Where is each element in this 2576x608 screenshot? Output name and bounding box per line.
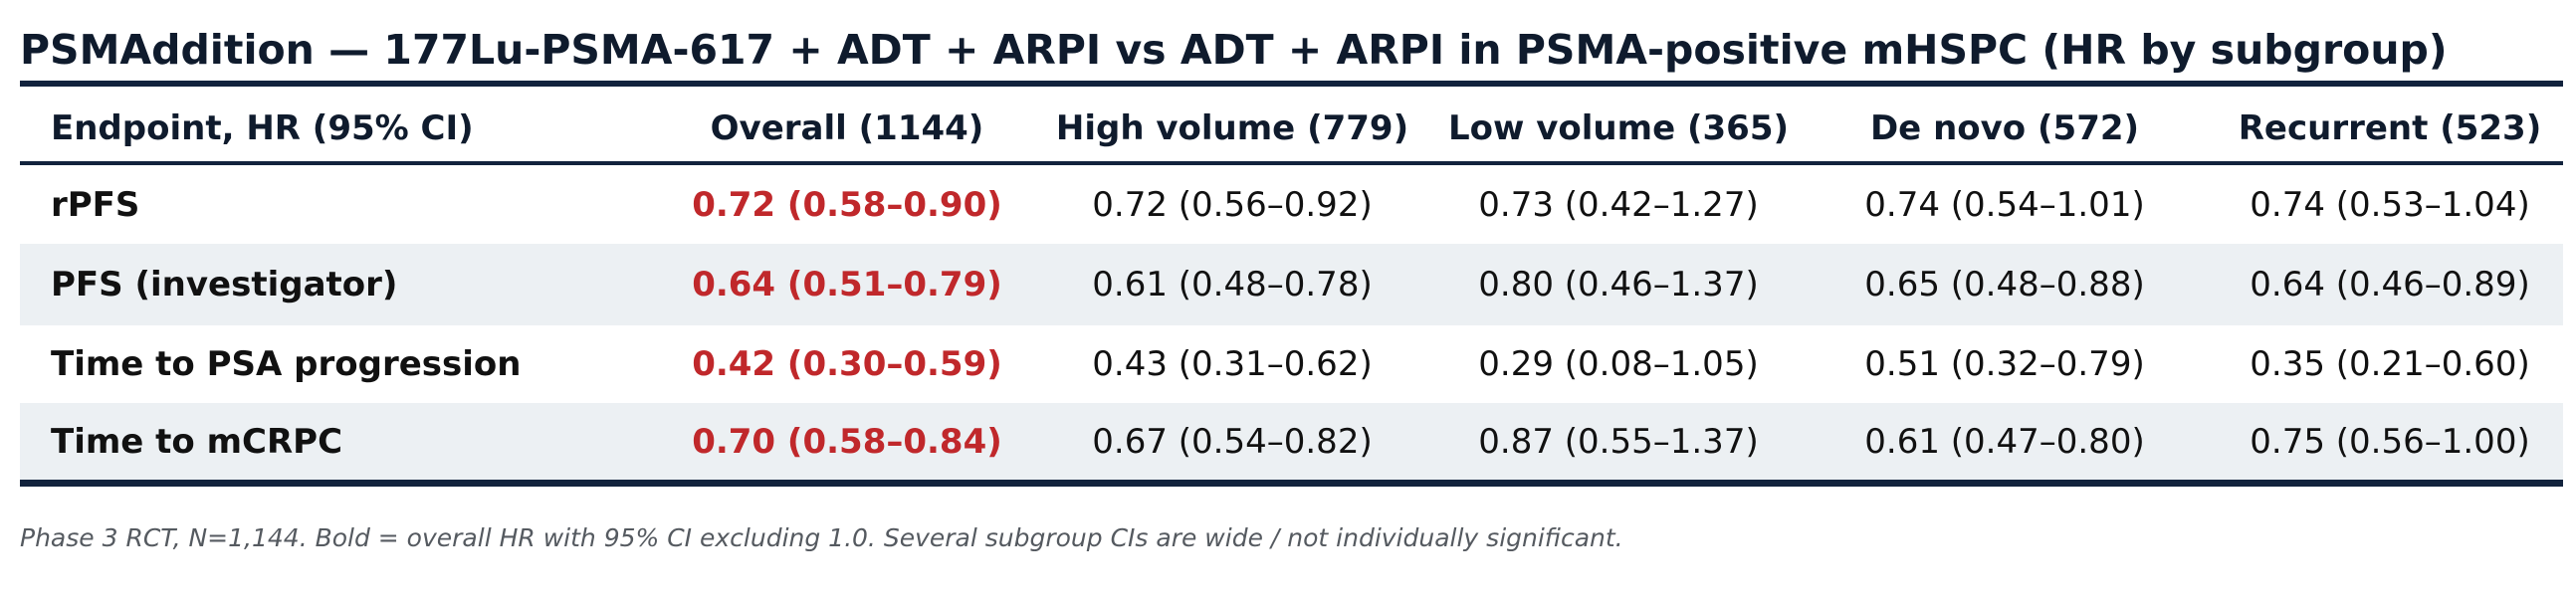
table-row: PFS (investigator) 0.64 (0.51–0.79) 0.61…: [20, 244, 2563, 325]
high-volume-hr-cell: 0.61 (0.48–0.78): [1092, 265, 1373, 304]
overall-hr-cell: 0.42 (0.30–0.59): [692, 344, 1002, 384]
column-header-recurrent: Recurrent (523): [2238, 108, 2542, 148]
de-novo-hr-cell: 0.51 (0.32–0.79): [1864, 344, 2145, 384]
header-row: Endpoint, HR (95% CI) Overall (1144) Hig…: [20, 98, 2563, 159]
column-header-endpoint: Endpoint, HR (95% CI): [51, 108, 474, 148]
row-band: [20, 403, 2563, 480]
de-novo-hr-cell: 0.65 (0.48–0.88): [1864, 265, 2145, 304]
row-band: [20, 244, 2563, 325]
row-endpoint: Time to PSA progression: [51, 344, 522, 384]
recurrent-hr-cell: 0.75 (0.56–1.00): [2250, 421, 2530, 462]
recurrent-hr-cell: 0.64 (0.46–0.89): [2250, 265, 2530, 304]
table-row: Time to mCRPC 0.70 (0.58–0.84) 0.67 (0.5…: [20, 403, 2563, 480]
high-volume-hr-cell: 0.72 (0.56–0.92): [1092, 184, 1373, 225]
top-rule: [20, 81, 2563, 87]
bottom-rule: [20, 480, 2563, 487]
column-header-overall: Overall (1144): [710, 108, 984, 148]
column-header-high-volume: High volume (779): [1055, 108, 1409, 148]
de-novo-hr-cell: 0.61 (0.47–0.80): [1864, 421, 2145, 462]
column-header-de-novo: De novo (572): [1869, 108, 2140, 148]
table-row: Time to PSA progression 0.42 (0.30–0.59)…: [20, 325, 2563, 403]
row-endpoint: PFS (investigator): [51, 265, 398, 304]
recurrent-hr-cell: 0.74 (0.53–1.04): [2250, 184, 2530, 225]
low-volume-hr-cell: 0.29 (0.08–1.05): [1478, 344, 1759, 384]
high-volume-hr-cell: 0.67 (0.54–0.82): [1092, 421, 1373, 462]
low-volume-hr-cell: 0.80 (0.46–1.37): [1478, 265, 1759, 304]
row-endpoint: rPFS: [51, 184, 140, 225]
table-title: PSMAddition — 177Lu-PSMA-617 + ADT + ARP…: [20, 26, 2448, 74]
column-header-low-volume: Low volume (365): [1447, 108, 1790, 148]
footnote: Phase 3 RCT, N=1,144. Bold = overall HR …: [20, 523, 1623, 552]
recurrent-hr-cell: 0.35 (0.21–0.60): [2250, 344, 2530, 384]
low-volume-hr-cell: 0.73 (0.42–1.27): [1478, 184, 1759, 225]
high-volume-hr-cell: 0.43 (0.31–0.62): [1092, 344, 1373, 384]
low-volume-hr-cell: 0.87 (0.55–1.37): [1478, 421, 1759, 462]
table-row: rPFS 0.72 (0.58–0.90) 0.72 (0.56–0.92) 0…: [20, 165, 2563, 244]
row-endpoint: Time to mCRPC: [51, 421, 343, 462]
overall-hr-cell: 0.64 (0.51–0.79): [692, 265, 1002, 304]
overall-hr-cell: 0.70 (0.58–0.84): [692, 421, 1002, 462]
de-novo-hr-cell: 0.74 (0.54–1.01): [1864, 184, 2145, 225]
header-rule: [20, 161, 2563, 165]
overall-hr-cell: 0.72 (0.58–0.90): [692, 184, 1002, 225]
